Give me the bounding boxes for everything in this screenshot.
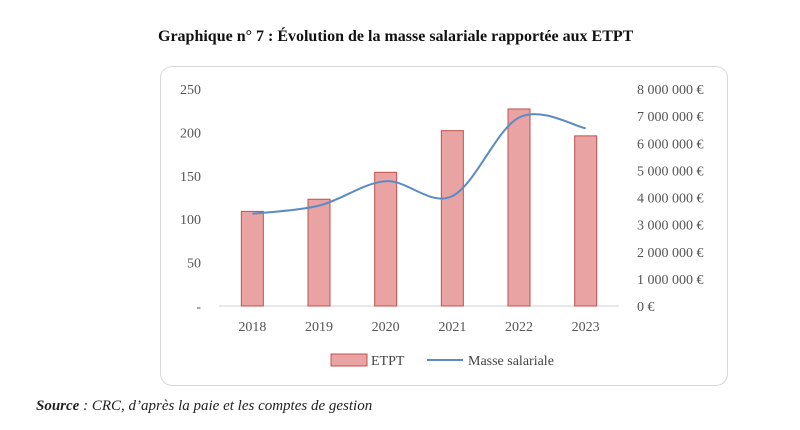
y-left-tick-label: 100 — [180, 213, 201, 228]
bar-etpt-2020 — [374, 171, 398, 307]
source-label: Source — [36, 398, 80, 414]
legend-label-etpt: ETPT — [371, 354, 405, 369]
y-right-tick-label: 8 000 000 € — [637, 83, 704, 98]
x-tick-label: 2023 — [572, 320, 600, 335]
y-right-tick-label: 3 000 000 € — [637, 219, 704, 234]
x-tick-label: 2019 — [305, 320, 333, 335]
y-right-tick-label: 0 € — [637, 300, 655, 315]
bar-etpt-2018 — [240, 210, 264, 307]
bar-etpt-2022 — [507, 108, 531, 307]
chart-title: Graphique n° 7 : Évolution de la masse s… — [158, 28, 634, 45]
x-tick-label: 2018 — [238, 320, 266, 335]
line-masse-salariale — [252, 113, 586, 215]
y-left-tick-label: 150 — [180, 170, 201, 185]
y-right-tick-label: 1 000 000 € — [637, 273, 704, 288]
y-left-tick-label: 250 — [180, 83, 201, 98]
y-left-tick-label: 200 — [180, 126, 201, 141]
y-left-tick-label: 50 — [187, 257, 201, 272]
y-right-tick-label: 4 000 000 € — [637, 192, 704, 207]
y-right-tick-label: 6 000 000 € — [637, 137, 704, 152]
bar-etpt-2023 — [574, 135, 598, 307]
x-tick-label: 2022 — [505, 320, 533, 335]
combo-chart: - 50 100 150 200 250 0 € 1 000 000 € 2 000 000 €… — [180, 83, 704, 369]
chart-area: - 50 100 150 200 250 0 € 1 000 000 € 2 000 000 €… — [160, 66, 728, 386]
legend-swatch-etpt — [330, 353, 368, 367]
legend-label-masse-salariale: Masse salariale — [468, 354, 554, 369]
y-left-tick-label: - — [196, 300, 201, 315]
y-right-tick-label: 7 000 000 € — [637, 110, 704, 125]
source-text: : CRC, d’après la paie et les comptes de… — [79, 398, 373, 414]
bar-etpt-2019 — [307, 198, 331, 307]
y-right-tick-label: 2 000 000 € — [637, 246, 704, 261]
y-right-tick-label: 5 000 000 € — [637, 164, 704, 179]
x-tick-label: 2020 — [372, 320, 400, 335]
bar-etpt-2021 — [440, 130, 464, 307]
source-note: Source : CRC, d’après la paie et les com… — [36, 398, 372, 415]
x-tick-label: 2021 — [438, 320, 466, 335]
